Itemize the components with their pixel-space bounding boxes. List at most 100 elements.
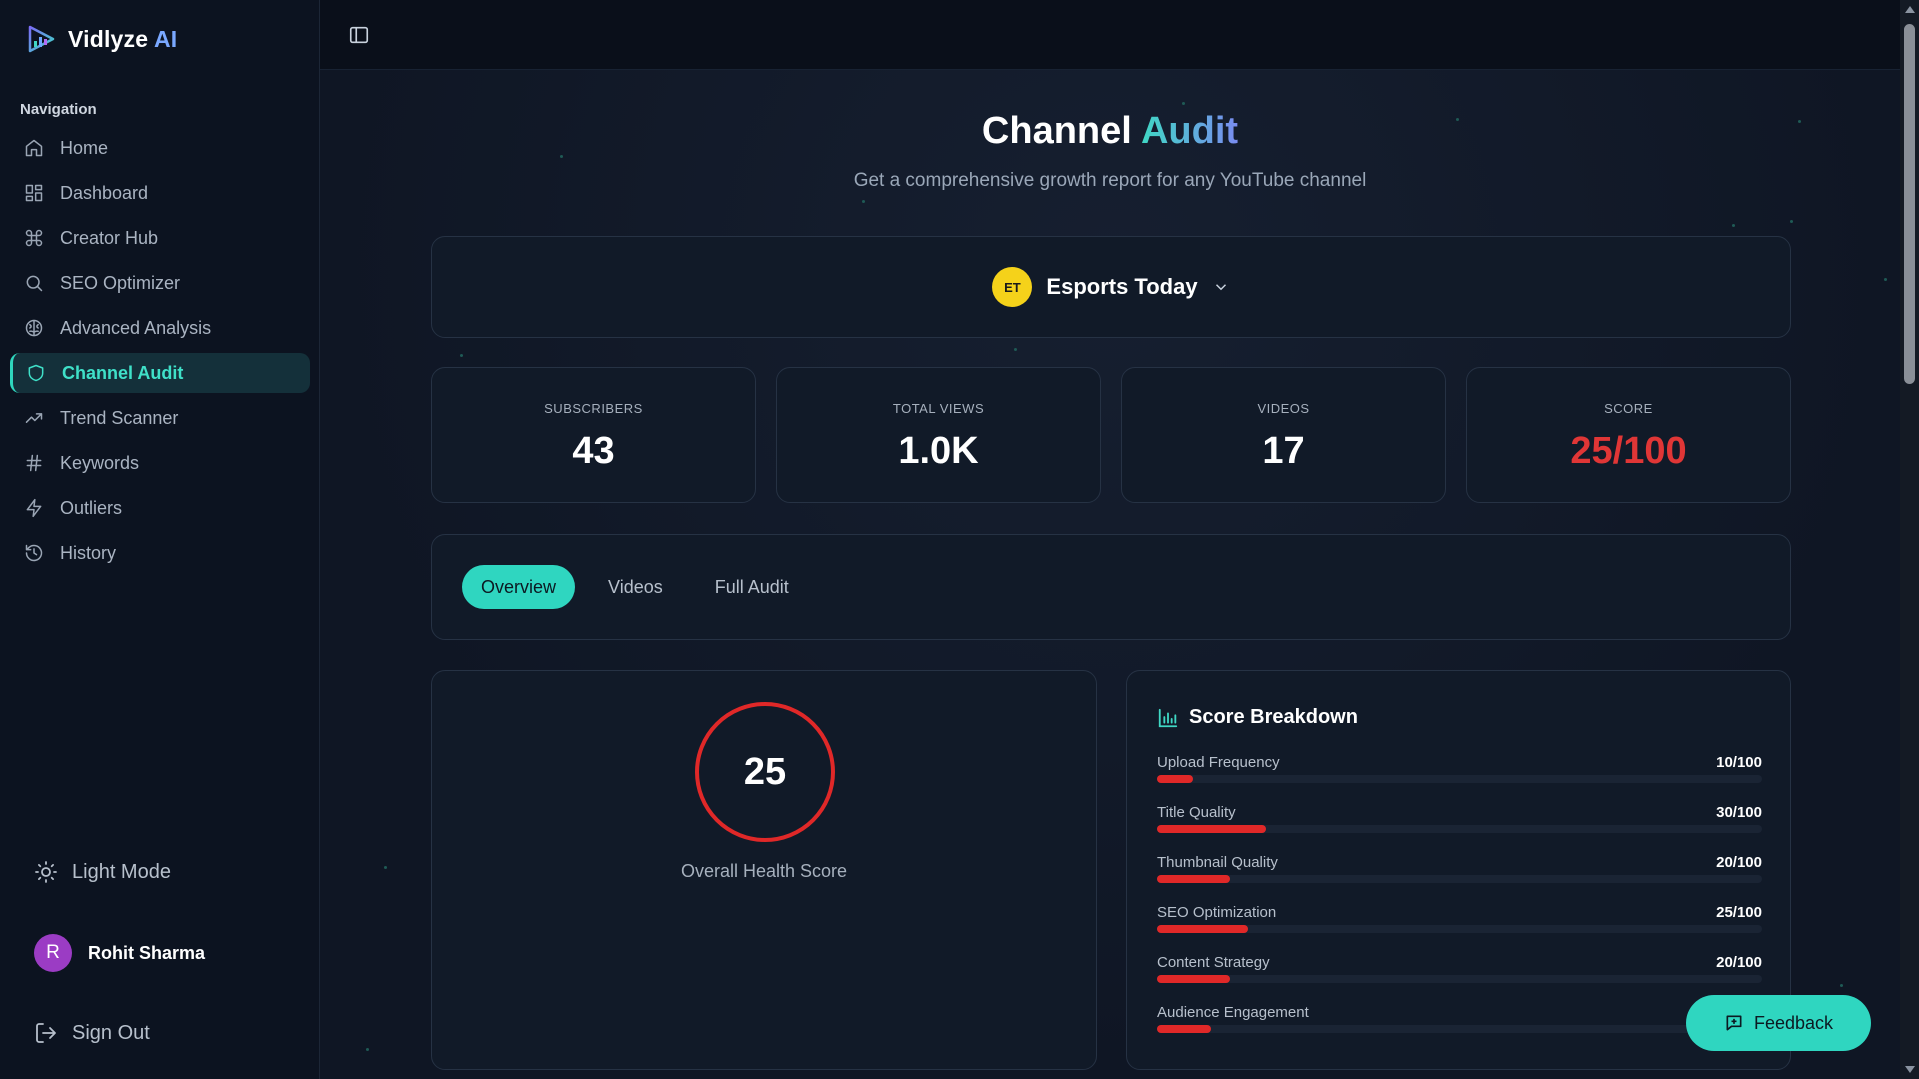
sidebar-toggle-button[interactable] — [348, 24, 370, 46]
sidebar: Vidlyze AI Navigation Home Dashboard Cre… — [0, 0, 320, 1079]
chevron-down-icon — [1215, 284, 1226, 291]
tabs-card: Overview Videos Full Audit — [431, 534, 1791, 640]
sidebar-item-label: Home — [60, 137, 109, 158]
sidebar-item-history[interactable]: History — [10, 533, 310, 573]
brand-name-main: Vidlyze — [68, 25, 149, 52]
sidebar-item-outliers[interactable]: Outliers — [10, 488, 310, 528]
sidebar-item-label: SEO Optimizer — [60, 272, 181, 293]
user-profile[interactable]: R Rohit Sharma — [34, 934, 205, 972]
sidebar-item-creator-hub[interactable]: Creator Hub — [10, 218, 310, 258]
command-icon — [25, 229, 43, 247]
decorative-dot — [460, 354, 463, 357]
score-breakdown-name: Title Quality — [1157, 804, 1236, 821]
decorative-dot — [560, 155, 563, 158]
score-breakdown-fill — [1157, 825, 1266, 833]
stat-label: SUBSCRIBERS — [544, 401, 643, 416]
scroll-up-arrow[interactable] — [1905, 6, 1915, 13]
page-title-main: Channel — [981, 110, 1132, 152]
channel-selector-card: ET Esports Today — [431, 236, 1791, 338]
sign-out-button[interactable]: Sign Out — [34, 1021, 150, 1045]
score-breakdown-track — [1157, 925, 1762, 933]
health-score-ring — [695, 702, 835, 842]
sidebar-item-label: Outliers — [60, 497, 123, 518]
stat-label: SCORE — [1604, 401, 1653, 416]
sidebar-item-trend-scanner[interactable]: Trend Scanner — [10, 398, 310, 438]
score-breakdown-row: Content Strategy 20/100 — [1157, 954, 1762, 994]
score-breakdown-fill — [1157, 775, 1193, 783]
decorative-dot — [1732, 224, 1735, 227]
page-title-accent: Audit — [1140, 110, 1239, 152]
score-breakdown-title: Score Breakdown — [1157, 706, 1358, 729]
scroll-thumb[interactable] — [1904, 24, 1915, 384]
score-breakdown-row: SEO Optimization 25/100 — [1157, 904, 1762, 944]
score-breakdown-name: Content Strategy — [1157, 954, 1270, 971]
sidebar-item-advanced-analysis[interactable]: Advanced Analysis — [10, 308, 310, 348]
score-breakdown-row: Upload Frequency 10/100 — [1157, 754, 1762, 794]
logo-icon — [28, 25, 55, 53]
score-breakdown-score: 20/100 — [1716, 854, 1762, 871]
nav-heading: Navigation — [20, 101, 97, 118]
channel-dropdown[interactable]: ET Esports Today — [432, 267, 1790, 307]
top-bar — [320, 0, 1900, 70]
scroll-down-arrow[interactable] — [1905, 1066, 1915, 1073]
score-breakdown-name: Audience Engagement — [1157, 1004, 1309, 1021]
score-breakdown-fill — [1157, 1025, 1211, 1033]
score-breakdown-name: SEO Optimization — [1157, 904, 1277, 921]
sidebar-item-label: Creator Hub — [60, 227, 159, 248]
stat-card-total-views: TOTAL VIEWS 1.0K — [776, 367, 1101, 503]
score-breakdown-track — [1157, 875, 1762, 883]
hash-icon — [26, 454, 42, 472]
avatar: R — [34, 934, 72, 972]
score-breakdown-row: Title Quality 30/100 — [1157, 804, 1762, 844]
decorative-dot — [1014, 348, 1017, 351]
brand-name-accent: AI — [154, 25, 178, 52]
sidebar-item-label: Keywords — [60, 452, 140, 473]
page-title: Channel Audit — [320, 110, 1900, 153]
sidebar-item-home[interactable]: Home — [10, 128, 310, 168]
sign-out-icon — [36, 1023, 56, 1043]
decorative-dot — [1884, 278, 1887, 281]
decorative-dot — [1840, 984, 1843, 987]
feedback-button[interactable]: Feedback — [1686, 995, 1871, 1051]
sign-out-label: Sign Out — [72, 1021, 150, 1044]
stat-value: 17 — [1262, 430, 1305, 472]
scrollbar[interactable] — [1900, 0, 1919, 1079]
sidebar-item-keywords[interactable]: Keywords — [10, 443, 310, 483]
light-mode-label: Light Mode — [72, 860, 171, 883]
score-breakdown-name: Upload Frequency — [1157, 754, 1280, 771]
sidebar-item-label: Dashboard — [60, 182, 149, 203]
sidebar-item-label: History — [60, 542, 117, 563]
score-breakdown-track — [1157, 775, 1762, 783]
score-breakdown-fill — [1157, 875, 1230, 883]
light-mode-toggle[interactable]: Light Mode — [34, 860, 171, 884]
score-breakdown-track — [1157, 825, 1762, 833]
stat-card-videos: VIDEOS 17 — [1121, 367, 1446, 503]
sidebar-item-seo-optimizer[interactable]: SEO Optimizer — [10, 263, 310, 303]
decorative-dot — [862, 200, 865, 203]
score-breakdown-score: 20/100 — [1716, 954, 1762, 971]
decorative-dot — [1798, 120, 1801, 123]
bar-chart-icon — [1158, 708, 1178, 727]
trending-up-icon — [25, 413, 43, 423]
score-breakdown-title-text: Score Breakdown — [1189, 706, 1358, 728]
tab-videos[interactable]: Videos — [608, 576, 663, 597]
score-breakdown-score: 10/100 — [1716, 754, 1762, 771]
health-score-label: Overall Health Score — [680, 861, 848, 881]
page-subtitle: Get a comprehensive growth report for an… — [853, 170, 1367, 191]
score-breakdown-track — [1157, 1025, 1762, 1033]
history-icon — [25, 544, 43, 562]
sidebar-nav: Home Dashboard Creator Hub SEO Optimizer… — [10, 128, 310, 578]
lightning-icon — [26, 498, 42, 518]
sidebar-item-dashboard[interactable]: Dashboard — [10, 173, 310, 213]
channel-name: Esports Today — [1046, 274, 1198, 299]
tab-overview[interactable]: Overview — [462, 565, 576, 609]
stat-label: VIDEOS — [1257, 401, 1310, 416]
stat-card-subscribers: SUBSCRIBERS 43 — [431, 367, 756, 503]
panel-left-icon — [349, 26, 369, 44]
brain-icon — [25, 319, 43, 337]
sidebar-item-label: Channel Audit — [62, 362, 184, 383]
sidebar-item-channel-audit[interactable]: Channel Audit — [10, 353, 310, 393]
brand[interactable]: Vidlyze AI — [26, 24, 177, 54]
score-breakdown-fill — [1157, 975, 1230, 983]
tab-full-audit[interactable]: Full Audit — [714, 576, 789, 597]
